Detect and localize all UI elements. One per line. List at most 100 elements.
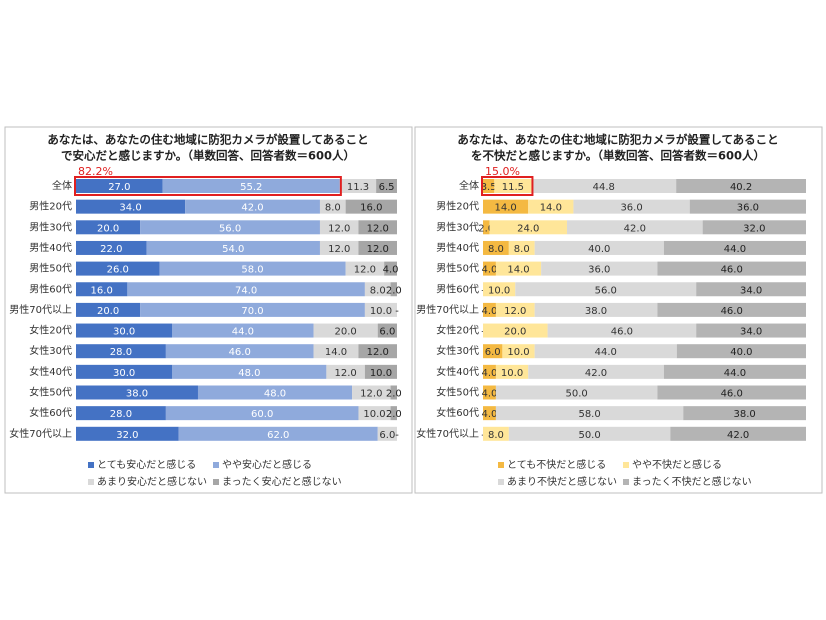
value-label: 6.0 — [485, 347, 501, 358]
value-label: - — [395, 306, 399, 317]
y-tick-label: 女性40代 — [29, 365, 72, 378]
bar-segment — [483, 364, 496, 379]
value-label: 28.0 — [110, 409, 132, 420]
bar-segment — [197, 385, 353, 400]
value-label: 2.0 — [386, 409, 402, 420]
bar-segment — [515, 282, 697, 297]
y-tick-label: 全体 — [52, 179, 72, 192]
bar-segment — [566, 220, 703, 235]
y-tick-label: 女性50代 — [436, 386, 479, 399]
value-label: 4.0 — [482, 389, 498, 400]
value-label: 46.0 — [229, 347, 251, 358]
y-tick-label: 男性30代 — [436, 220, 479, 233]
y-tick-label: 女性60代 — [436, 406, 479, 419]
bar-segment — [172, 323, 314, 338]
value-label: 32.0 — [116, 430, 138, 441]
value-label: 60.0 — [251, 409, 273, 420]
bar-segment — [358, 240, 397, 255]
bar-segment — [534, 240, 664, 255]
bar-segment — [377, 426, 397, 441]
value-label: 46.0 — [721, 389, 743, 400]
value-label: 12.0 — [360, 389, 382, 400]
bar-segment — [483, 261, 496, 276]
value-label: 2.0 — [478, 223, 494, 234]
value-label: 27.0 — [108, 182, 130, 193]
y-tick-label: 女性60代 — [29, 406, 72, 419]
value-label: 11.5 — [502, 182, 524, 193]
value-label: 10.0 — [370, 368, 392, 379]
value-label: 14.0 — [540, 203, 562, 214]
bar-segment — [670, 426, 806, 441]
bar-segment — [326, 364, 365, 379]
value-label: 10.0 — [507, 347, 529, 358]
value-label: 6.0 — [379, 327, 395, 338]
bar-segment — [313, 344, 359, 359]
y-tick-label: 男性50代 — [29, 262, 72, 275]
y-tick-label: 男性60代 — [436, 282, 479, 295]
value-label: 12.0 — [354, 265, 376, 276]
value-label: 56.0 — [595, 285, 617, 296]
value-label: 20.0 — [335, 327, 357, 338]
value-label: 24.0 — [517, 223, 539, 234]
bar-segment — [494, 179, 532, 193]
value-label: 36.0 — [737, 203, 759, 214]
value-label: 12.0 — [335, 368, 357, 379]
value-label: 14.0 — [494, 203, 516, 214]
bar-segment — [364, 302, 397, 317]
bar-segment — [76, 199, 186, 214]
y-tick-label: 女性70代以上 — [9, 427, 72, 440]
bar-segment — [508, 240, 535, 255]
value-label: 32.0 — [743, 223, 765, 234]
value-label: 2.0 — [386, 389, 402, 400]
bar-segment — [483, 179, 495, 193]
legend-swatch — [213, 462, 219, 468]
bar-segment — [140, 220, 320, 235]
value-label: 34.0 — [119, 203, 141, 214]
value-label: 48.0 — [238, 368, 260, 379]
value-label: 58.0 — [578, 409, 600, 420]
bar-segment — [528, 199, 574, 214]
bar-segment — [384, 261, 397, 276]
bar-segment — [483, 344, 503, 359]
value-label: 70.0 — [241, 306, 263, 317]
value-label: 28.0 — [110, 347, 132, 358]
legend-label: あまり安心だと感じない — [97, 475, 207, 488]
value-label: 40.2 — [730, 182, 752, 193]
value-label: 46.0 — [611, 327, 633, 338]
y-tick-label: 女性70代以上 — [416, 427, 479, 440]
legend-label: とても安心だと感じる — [97, 458, 196, 471]
value-label: 10.0 — [501, 368, 523, 379]
value-label: 50.0 — [566, 389, 588, 400]
y-tick-label: 男性70代以上 — [9, 303, 72, 316]
y-tick-label: 男性30代 — [29, 220, 72, 233]
bar-segment — [364, 364, 397, 379]
y-tick-label: 男性60代 — [29, 282, 72, 295]
bar-segment — [696, 323, 806, 338]
value-label: 2.0 — [386, 285, 402, 296]
value-label: 12.0 — [504, 306, 526, 317]
bar-segment — [76, 344, 166, 359]
value-label: 30.0 — [113, 368, 135, 379]
bar-segment — [502, 344, 535, 359]
bar-segment — [358, 344, 397, 359]
bar-segment — [541, 261, 658, 276]
bar-segment — [319, 199, 346, 214]
value-label: 8.0 — [488, 244, 504, 255]
value-label: 10.0 — [370, 306, 392, 317]
legend-label: やや安心だと感じる — [222, 458, 312, 471]
bar-segment — [696, 282, 806, 297]
bar-segment — [172, 364, 327, 379]
bar-segment — [376, 179, 397, 193]
highlight-box — [74, 176, 342, 196]
bar-segment — [358, 406, 391, 421]
bar-segment — [140, 302, 365, 317]
bar-segment — [483, 323, 548, 338]
bar-segment — [165, 406, 359, 421]
y-tick-label: 女性20代 — [29, 324, 72, 337]
bar-segment — [76, 240, 147, 255]
legend-label: やや不快だと感じる — [632, 458, 722, 471]
value-label: 36.0 — [588, 265, 610, 276]
y-tick-label: 女性50代 — [29, 386, 72, 399]
value-label: 6.0 — [379, 430, 395, 441]
bar-segment — [178, 426, 378, 441]
